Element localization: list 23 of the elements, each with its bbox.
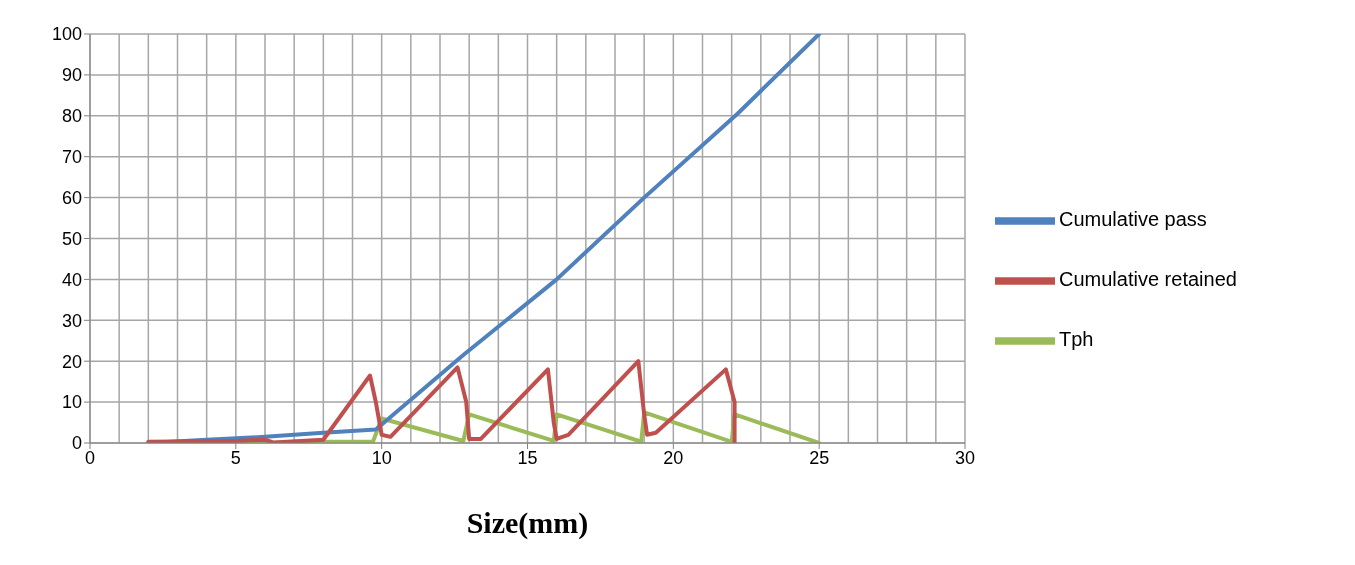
y-tick-label: 70 [61,147,82,168]
y-tick-label: 0 [71,433,82,454]
x-tick-label: 25 [809,447,830,468]
y-tick-label: 80 [61,106,82,127]
x-tick-label: 0 [84,447,96,468]
line-series [146,359,737,443]
x-tick-label: 10 [371,447,392,468]
x-tick-label: 5 [230,447,241,468]
y-tick-label: 100 [51,24,82,45]
legend-label: Cumulative pass [1059,207,1207,230]
x-tick-label: 20 [663,447,684,468]
y-tick-label: 50 [61,228,82,249]
y-tick-label: 60 [61,187,82,208]
y-tick-label: 10 [61,392,82,413]
legend-label: Tph [1059,327,1094,350]
legend-label: Cumulative retained [1059,267,1237,290]
y-tick-label: 30 [61,310,82,331]
x-axis-title: Size(mm) [466,506,589,540]
y-tick-label: 90 [61,65,82,86]
y-tick-label: 40 [61,269,82,290]
x-tick-label: 15 [517,447,538,468]
y-tick-label: 20 [61,351,82,372]
x-tick-label: 30 [954,447,976,468]
